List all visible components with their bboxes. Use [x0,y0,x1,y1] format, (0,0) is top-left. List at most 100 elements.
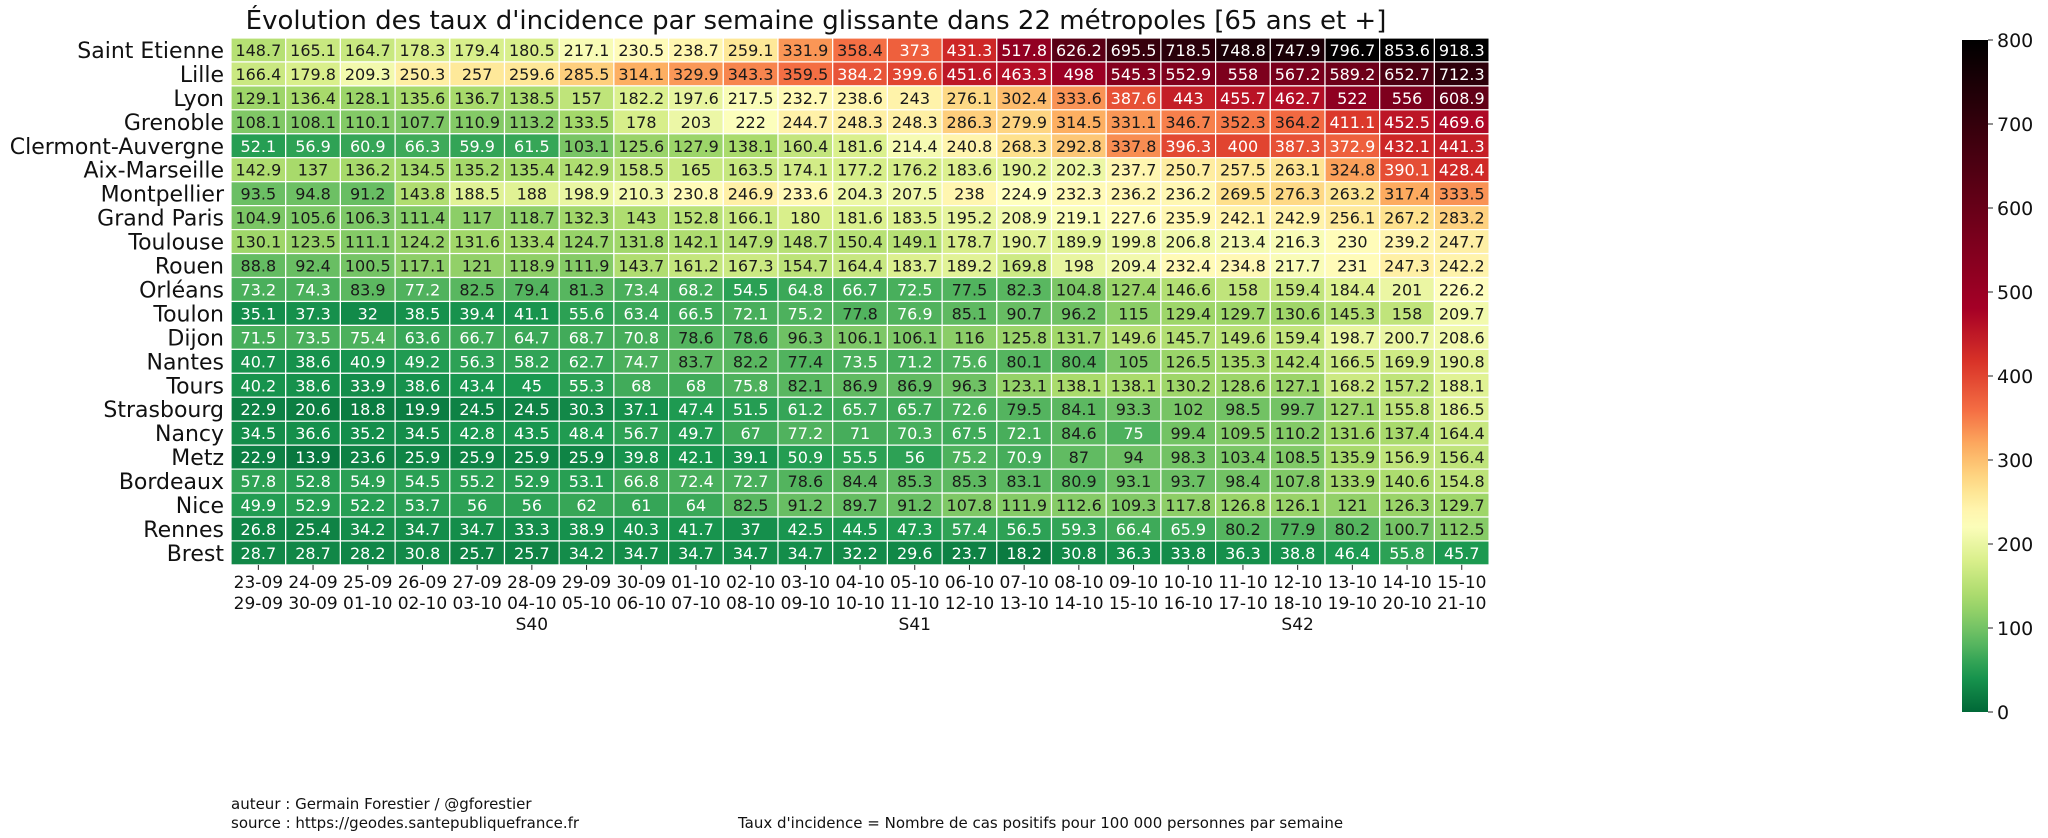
cell-value-label: 39.4 [459,304,495,323]
cell-value-label: 34.7 [623,544,659,563]
cell-value-label: 213.4 [1220,233,1266,252]
row-label: Metz [171,446,224,471]
cell-value-label: 45.7 [1444,544,1480,563]
x-tick-label: 13-10 [1328,573,1377,593]
cell-value-label: 106.3 [345,209,391,228]
cell-value-label: 431.3 [947,41,993,60]
colorbar-tick-label: 800 [1997,30,2033,52]
colorbar-tick-label: 600 [1997,198,2033,220]
cell-value-label: 127.1 [1275,376,1321,395]
cell-value-label: 189.9 [1056,233,1102,252]
cell-value-label: 71.2 [897,352,933,371]
cell-value-label: 135.2 [454,161,500,180]
cell-value-label: 80.9 [1061,472,1097,491]
cell-value-label: 23.6 [350,448,386,467]
cell-value-label: 154.8 [1439,472,1485,491]
cell-value-label: 47.3 [897,520,933,539]
cell-value-label: 853.6 [1384,41,1430,60]
cell-value-label: 61.5 [514,137,550,156]
cell-value-label: 232.3 [1056,185,1102,204]
cell-value-label: 712.3 [1439,65,1485,84]
cell-value-label: 41.7 [678,520,714,539]
cell-value-label: 80.2 [1225,520,1261,539]
cell-value-label: 109.3 [1111,496,1157,515]
x-tick-label: 26-09 [398,573,447,593]
cell-value-label: 56.3 [459,352,495,371]
cell-value-label: 98.5 [1225,400,1261,419]
cell-value-label: 106.1 [892,328,938,347]
cell-value-label: 116 [954,328,985,347]
cell-value-label: 84.1 [1061,400,1097,419]
cell-value-label: 65.7 [842,400,878,419]
cell-value-label: 52.8 [295,472,331,491]
cell-value-label: 455.7 [1220,89,1266,108]
cell-value-label: 91.2 [788,496,824,515]
colorbar-tick-label: 100 [1997,618,2033,640]
cell-value-label: 133.4 [509,233,555,252]
cell-value-label: 400 [1228,137,1259,156]
colorbar: 0 100 200 300 400 500 600 700 800 [1962,30,2033,724]
cell-value-label: 54.5 [405,472,441,491]
cell-value-label: 35.1 [241,304,277,323]
cell-value-label: 71.5 [241,328,277,347]
cell-value-label: 72.7 [733,472,769,491]
cell-value-label: 38.9 [569,520,605,539]
x-tick-label: 08-10 [1054,573,1103,593]
cell-value-label: 558 [1228,65,1259,84]
cell-value-label: 224.9 [1001,185,1047,204]
cell-value-label: 22.9 [241,448,277,467]
cell-value-label: 134.5 [400,161,446,180]
cell-value-label: 232.7 [782,89,828,108]
x-tick-label: 19-10 [1328,594,1377,614]
cell-value-label: 34.7 [788,544,824,563]
cell-value-label: 44.5 [842,520,878,539]
cell-value-label: 83.9 [350,280,386,299]
chart-title: Évolution des taux d'incidence par semai… [245,6,1387,36]
cell-value-label: 135.4 [509,161,555,180]
row-label: Toulouse [127,231,224,256]
cell-value-label: 149.6 [1220,328,1266,347]
colorbar-tick-label: 300 [1997,450,2033,472]
cell-value-label: 22.9 [241,400,277,419]
cell-value-label: 239.2 [1384,233,1430,252]
cell-value-label: 231 [1337,257,1368,276]
cell-value-label: 18.8 [350,400,386,419]
week-label: S40 [516,615,548,635]
cell-value-label: 118.9 [509,257,555,276]
cell-value-label: 160.4 [782,137,828,156]
cell-value-label: 747.9 [1275,41,1321,60]
cell-value-label: 70.9 [1006,448,1042,467]
cell-value-label: 217.1 [564,41,610,60]
x-tick-label: 03-10 [781,573,830,593]
cell-value-label: 56 [467,496,487,515]
cell-value-label: 106.1 [837,328,883,347]
x-tick-label: 04-10 [835,573,884,593]
x-tick-label: 09-10 [1109,573,1158,593]
cell-value-label: 179.8 [290,65,336,84]
cell-value-label: 70.3 [897,424,933,443]
cell-value-label: 346.7 [1165,113,1211,132]
cell-value-label: 131.7 [1056,328,1102,347]
cell-value-label: 202.3 [1056,161,1102,180]
cell-value-label: 25.9 [569,448,605,467]
x-tick-label: 11-10 [1218,573,1267,593]
cell-value-label: 107.8 [947,496,993,515]
cell-value-label: 238.7 [673,41,719,60]
cell-value-label: 127.4 [1111,280,1157,299]
cell-value-label: 34.5 [405,424,441,443]
cell-value-label: 42.1 [678,448,714,467]
cell-value-label: 233.6 [782,185,828,204]
cell-value-label: 51.5 [733,400,769,419]
cell-value-label: 556 [1392,89,1423,108]
cell-value-label: 136.4 [290,89,336,108]
cell-value-label: 279.9 [1001,113,1047,132]
x-tick-label: 05-10 [562,594,611,614]
cell-value-label: 178.3 [400,41,446,60]
cell-value-label: 184.4 [1329,280,1375,299]
cell-value-label: 38.6 [295,352,331,371]
cell-value-label: 143.7 [618,257,664,276]
cell-value-label: 136.7 [454,89,500,108]
x-tick-label: 15-10 [1109,594,1158,614]
cell-value-label: 285.5 [564,65,610,84]
cell-value-label: 113.2 [509,113,555,132]
